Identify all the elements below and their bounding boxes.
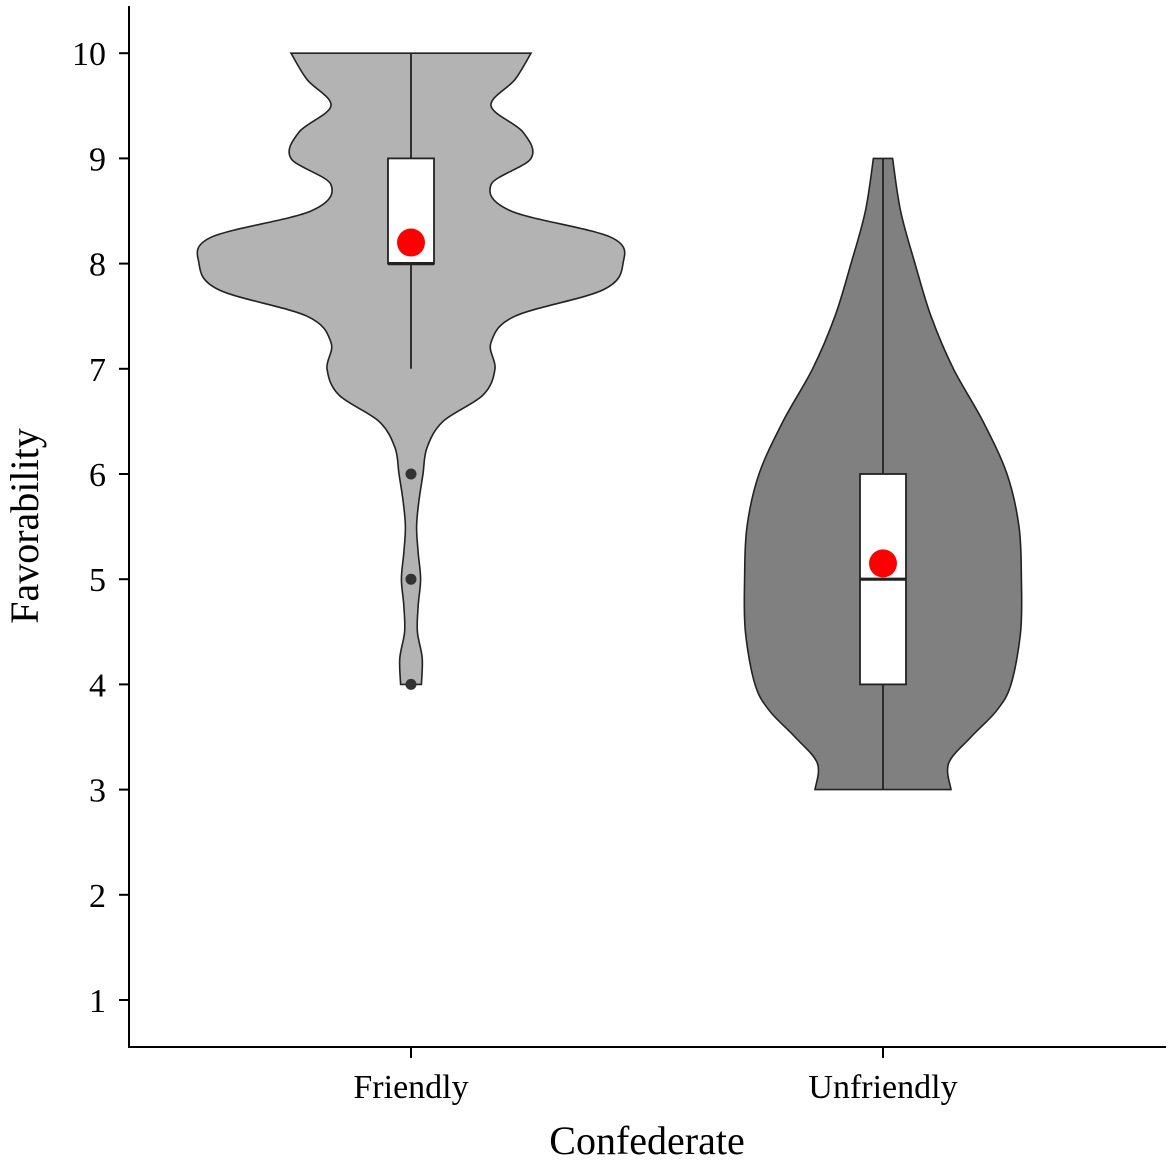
violin-group-unfriendly: [743, 157, 1023, 791]
y-tick-label: 9: [89, 141, 106, 178]
y-axis-ticks: 1 2 3 4 5 6 7 8 9 10: [72, 36, 129, 1020]
mean-point: [397, 228, 425, 257]
x-tick-label-unfriendly: Unfriendly: [808, 1069, 957, 1106]
outlier-point: [405, 468, 417, 480]
x-tick-label-friendly: Friendly: [353, 1069, 468, 1106]
plot-area: [196, 52, 1023, 791]
mean-point: [869, 549, 897, 578]
y-tick-label: 10: [72, 36, 106, 73]
y-tick-label: 5: [89, 562, 106, 599]
y-tick-label: 6: [89, 457, 106, 494]
y-tick-label: 3: [89, 773, 106, 810]
y-tick-label: 4: [89, 667, 106, 704]
y-tick-label: 7: [89, 352, 106, 389]
violin-group-friendly: [196, 52, 626, 690]
outlier-point: [405, 573, 417, 585]
outlier-point: [405, 678, 417, 690]
x-axis-title: Confederate: [549, 1118, 744, 1161]
y-tick-label: 2: [89, 878, 106, 915]
y-tick-label: 8: [89, 247, 106, 284]
y-axis-title: Favorability: [2, 428, 47, 624]
x-axis-ticks: Friendly Unfriendly: [353, 1047, 958, 1106]
y-tick-label: 1: [89, 983, 106, 1020]
